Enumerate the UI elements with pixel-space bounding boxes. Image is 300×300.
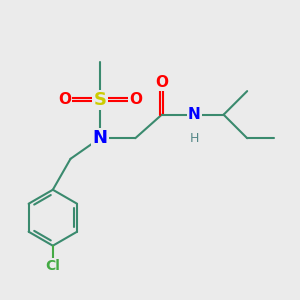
Text: N: N — [92, 129, 107, 147]
Text: O: O — [58, 92, 71, 107]
Text: S: S — [93, 91, 106, 109]
Text: O: O — [155, 75, 168, 90]
Text: Cl: Cl — [45, 259, 60, 273]
Text: O: O — [129, 92, 142, 107]
Text: H: H — [190, 132, 199, 145]
Text: N: N — [188, 107, 200, 122]
